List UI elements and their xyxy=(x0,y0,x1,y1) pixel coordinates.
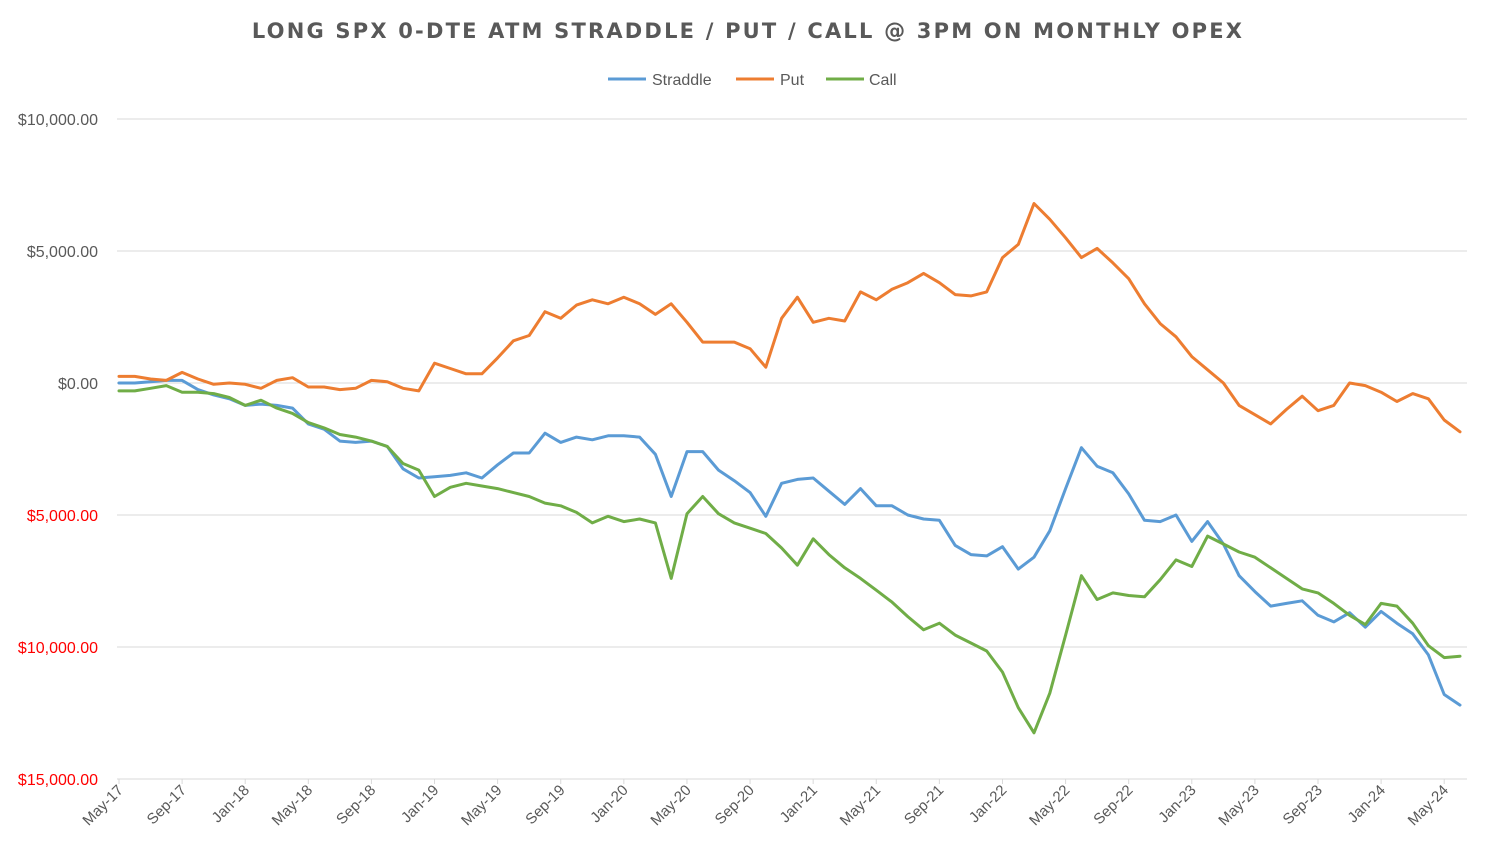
series-line-call xyxy=(117,384,1462,735)
x-tick-label: Jan-24 xyxy=(1344,782,1388,826)
legend-label-call: Call xyxy=(869,72,897,89)
y-tick-label: $10,000.00 xyxy=(18,112,98,129)
x-tick-label: Sep-19 xyxy=(522,782,568,828)
y-tick-label: $15,000.00 xyxy=(18,772,98,789)
x-axis: May-17 Sep-17 Jan-18 May-18 Sep-18 Jan-19 May-… xyxy=(79,779,1452,829)
gridlines xyxy=(117,118,1467,780)
series-group xyxy=(117,202,1462,735)
x-tick-label: Jan-21 xyxy=(777,782,821,826)
y-tick-label: $5,000.00 xyxy=(27,244,98,261)
x-tick-label: May-20 xyxy=(647,782,694,829)
x-tick-label: Sep-18 xyxy=(333,782,379,828)
x-tick-label: Jan-22 xyxy=(966,782,1010,826)
legend: Straddle Put Call xyxy=(608,72,897,89)
x-tick-label: May-22 xyxy=(1026,782,1073,829)
y-axis: $10,000.00 $5,000.00 $0.00 $5,000.00 $10,000… xyxy=(18,112,98,789)
x-tick-label: May-23 xyxy=(1215,782,1262,829)
series-line-straddle xyxy=(117,378,1462,707)
x-tick-label: Jan-23 xyxy=(1155,782,1199,826)
x-tick-label: Sep-21 xyxy=(901,782,947,828)
y-tick-label: $0.00 xyxy=(58,376,98,393)
x-tick-label: Sep-20 xyxy=(712,782,758,828)
legend-label-straddle: Straddle xyxy=(652,72,712,89)
x-tick-label: May-19 xyxy=(458,782,505,829)
y-tick-label: $10,000.00 xyxy=(18,640,98,657)
x-tick-label: Sep-22 xyxy=(1090,782,1136,828)
x-tick-label: May-24 xyxy=(1405,782,1452,829)
legend-label-put: Put xyxy=(780,72,805,89)
chart-title: LONG SPX 0-DTE ATM STRADDLE / PUT / CALL… xyxy=(252,19,1244,43)
x-tick-label: Jan-19 xyxy=(398,782,442,826)
x-tick-label: Jan-20 xyxy=(587,782,631,826)
x-tick-label: May-21 xyxy=(837,782,884,829)
x-tick-label: Sep-17 xyxy=(144,782,190,828)
x-tick-label: Jan-18 xyxy=(209,782,253,826)
x-tick-label: Sep-23 xyxy=(1280,782,1326,828)
x-tick-label: May-18 xyxy=(269,782,316,829)
y-tick-label: $5,000.00 xyxy=(27,508,98,525)
series-line-put xyxy=(117,202,1462,434)
